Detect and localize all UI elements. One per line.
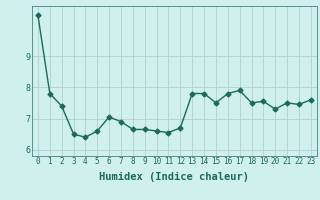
X-axis label: Humidex (Indice chaleur): Humidex (Indice chaleur)	[100, 172, 249, 182]
